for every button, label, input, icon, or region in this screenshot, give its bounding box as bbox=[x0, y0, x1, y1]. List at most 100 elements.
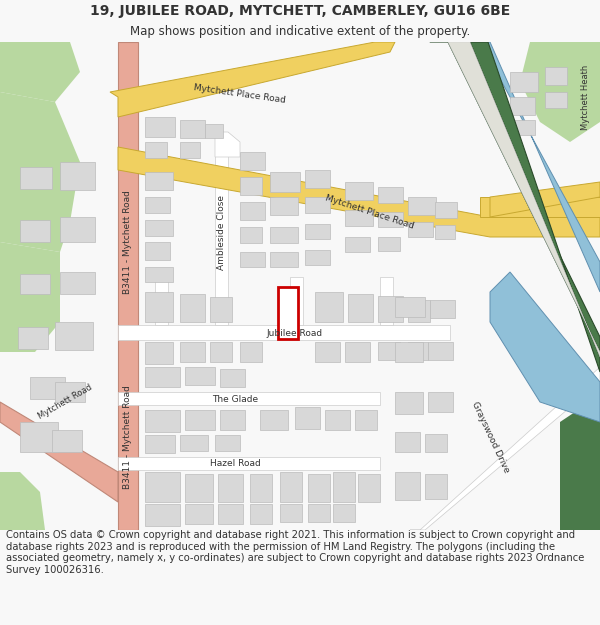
Polygon shape bbox=[0, 42, 80, 102]
Text: 19, JUBILEE ROAD, MYTCHETT, CAMBERLEY, GU16 6BE: 19, JUBILEE ROAD, MYTCHETT, CAMBERLEY, G… bbox=[90, 4, 510, 18]
Bar bbox=[378, 237, 400, 251]
Bar bbox=[378, 296, 403, 322]
Bar bbox=[435, 202, 457, 218]
Bar bbox=[333, 504, 355, 522]
Polygon shape bbox=[118, 325, 450, 340]
Bar bbox=[55, 322, 93, 350]
Bar bbox=[180, 435, 208, 451]
Bar bbox=[430, 300, 455, 318]
Bar bbox=[395, 297, 425, 317]
Bar bbox=[210, 342, 232, 362]
Bar bbox=[308, 504, 330, 522]
Bar bbox=[145, 472, 180, 502]
Bar bbox=[145, 172, 173, 190]
Bar bbox=[510, 97, 535, 115]
Bar bbox=[305, 170, 330, 188]
Bar bbox=[345, 237, 370, 252]
Bar bbox=[333, 472, 355, 502]
Bar bbox=[428, 342, 453, 360]
Text: Mytchett Place Road: Mytchett Place Road bbox=[325, 193, 416, 231]
Bar bbox=[145, 292, 173, 322]
Bar bbox=[185, 504, 213, 524]
Bar bbox=[510, 72, 538, 92]
Polygon shape bbox=[0, 472, 45, 530]
Bar bbox=[185, 367, 215, 385]
Text: Mytchett Heath: Mytchett Heath bbox=[581, 64, 589, 129]
Polygon shape bbox=[118, 147, 600, 237]
Bar bbox=[408, 197, 436, 215]
Text: Ambleside Close: Ambleside Close bbox=[218, 194, 227, 269]
Bar bbox=[315, 342, 340, 362]
Bar bbox=[280, 504, 302, 522]
Bar bbox=[220, 410, 245, 430]
Bar bbox=[545, 92, 567, 108]
Polygon shape bbox=[118, 392, 380, 405]
Bar bbox=[408, 342, 428, 360]
Polygon shape bbox=[460, 42, 600, 292]
Bar bbox=[60, 272, 95, 294]
Bar bbox=[240, 152, 265, 170]
Bar bbox=[145, 197, 170, 213]
Bar bbox=[20, 422, 58, 452]
Bar bbox=[240, 202, 265, 220]
Polygon shape bbox=[290, 277, 303, 325]
Bar bbox=[205, 124, 223, 138]
Bar bbox=[145, 242, 170, 260]
Bar bbox=[358, 474, 380, 502]
Polygon shape bbox=[480, 197, 600, 217]
Polygon shape bbox=[118, 457, 380, 470]
Bar bbox=[408, 222, 433, 237]
Bar bbox=[280, 472, 302, 502]
Text: Map shows position and indicative extent of the property.: Map shows position and indicative extent… bbox=[130, 25, 470, 38]
Bar bbox=[20, 220, 50, 242]
Text: Mytchett Road: Mytchett Road bbox=[37, 383, 94, 421]
Bar bbox=[325, 410, 350, 430]
Polygon shape bbox=[490, 182, 600, 217]
Bar bbox=[145, 367, 180, 387]
Bar bbox=[240, 252, 265, 267]
Bar bbox=[348, 294, 373, 322]
Bar bbox=[435, 225, 455, 239]
Bar bbox=[145, 435, 175, 453]
Bar bbox=[425, 474, 447, 499]
Polygon shape bbox=[380, 277, 393, 325]
Text: Jubilee Road: Jubilee Road bbox=[267, 329, 323, 339]
Bar bbox=[180, 142, 200, 158]
Bar bbox=[145, 117, 175, 137]
Bar bbox=[18, 327, 48, 349]
Bar bbox=[52, 430, 82, 452]
Bar bbox=[545, 67, 567, 85]
Bar bbox=[210, 297, 232, 322]
Polygon shape bbox=[155, 277, 168, 325]
Polygon shape bbox=[110, 42, 395, 117]
Bar bbox=[145, 504, 180, 526]
Bar bbox=[20, 167, 52, 189]
Bar bbox=[395, 432, 420, 452]
Polygon shape bbox=[490, 272, 600, 422]
Text: Mytchett Place Road: Mytchett Place Road bbox=[193, 83, 287, 105]
Bar bbox=[240, 342, 262, 362]
Bar bbox=[355, 410, 377, 430]
Bar bbox=[145, 342, 173, 364]
Bar bbox=[305, 197, 330, 213]
Bar bbox=[220, 369, 245, 387]
Bar bbox=[180, 120, 205, 138]
Bar bbox=[395, 342, 423, 362]
Bar bbox=[378, 342, 400, 360]
Polygon shape bbox=[215, 132, 240, 157]
Text: Contains OS data © Crown copyright and database right 2021. This information is : Contains OS data © Crown copyright and d… bbox=[6, 530, 584, 575]
Bar bbox=[185, 474, 213, 502]
Bar bbox=[240, 227, 262, 243]
Bar bbox=[218, 474, 243, 502]
Bar bbox=[60, 162, 95, 190]
Bar bbox=[428, 392, 453, 412]
Polygon shape bbox=[520, 42, 600, 142]
Bar bbox=[295, 407, 320, 429]
Bar bbox=[395, 392, 423, 414]
Bar bbox=[55, 382, 85, 402]
Bar bbox=[278, 287, 298, 339]
Polygon shape bbox=[0, 402, 118, 502]
Text: Grayswood Drive: Grayswood Drive bbox=[470, 400, 511, 474]
Polygon shape bbox=[0, 242, 60, 352]
Bar bbox=[308, 474, 330, 502]
